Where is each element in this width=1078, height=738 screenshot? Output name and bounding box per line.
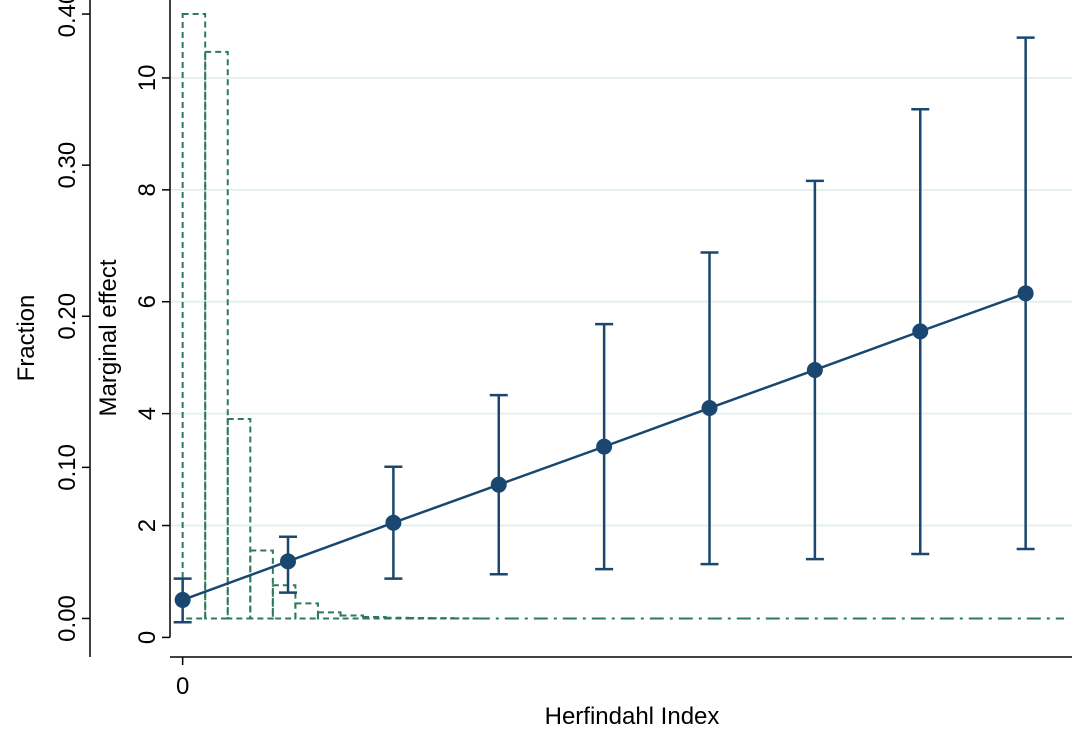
x-tick-label: 0 bbox=[176, 673, 189, 700]
y-tick-label: 4 bbox=[134, 407, 161, 420]
y2-axis-title: Fraction bbox=[13, 295, 40, 382]
data-point bbox=[280, 553, 296, 569]
data-point bbox=[807, 362, 823, 378]
y-tick-label: 0 bbox=[134, 631, 161, 644]
y2-tick-label: 0.00 bbox=[54, 595, 81, 642]
data-point bbox=[596, 439, 612, 455]
y-tick-label: 10 bbox=[134, 65, 161, 92]
data-point bbox=[1018, 285, 1034, 301]
data-point bbox=[385, 515, 401, 531]
data-point bbox=[702, 400, 718, 416]
data-point bbox=[912, 323, 928, 339]
data-point bbox=[175, 592, 191, 608]
y2-tick-label: 0.10 bbox=[54, 444, 81, 491]
y-tick-label: 8 bbox=[134, 183, 161, 196]
y-tick-label: 2 bbox=[134, 519, 161, 532]
y-axis-title: Marginal effect bbox=[95, 259, 122, 416]
y-tick-label: 6 bbox=[134, 295, 161, 308]
y2-tick-label: 0.30 bbox=[54, 142, 81, 189]
x-axis-title: Herfindahl Index bbox=[545, 703, 720, 730]
y2-tick-label: 0.40 bbox=[54, 0, 81, 37]
y2-tick-label: 0.20 bbox=[54, 293, 81, 340]
data-point bbox=[491, 477, 507, 493]
